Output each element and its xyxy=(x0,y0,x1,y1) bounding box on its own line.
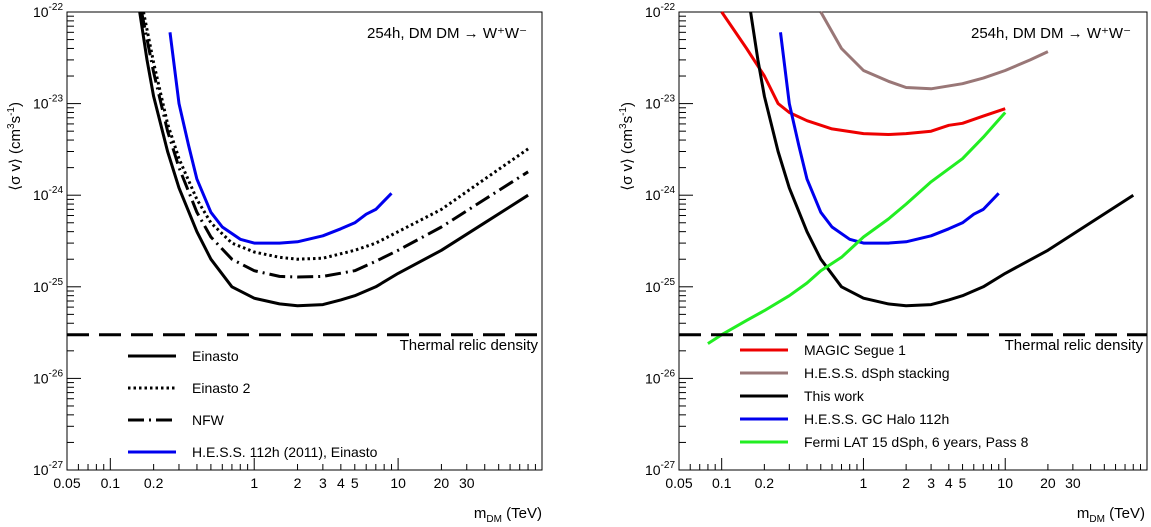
x-tick-label: 0.1 xyxy=(101,475,121,491)
panel-left: 0.05 0.1 0.2 1 2 3 4 5 10 20 30 10-27 10-26 10-25 10-2… xyxy=(6,2,543,525)
x-tick-label: 0.05 xyxy=(665,475,692,491)
series-line xyxy=(140,11,529,279)
x-tick-label: 10 xyxy=(997,475,1013,491)
y-tick-label: 10-25 xyxy=(33,277,63,295)
series-line xyxy=(779,32,1000,245)
legend-label: This work xyxy=(804,388,865,404)
series-line xyxy=(142,11,529,261)
legend-label: Einasto xyxy=(192,348,239,364)
y-tick-label: 10-24 xyxy=(33,185,63,203)
y-axis-label-left: ⟨σ v⟩ (cm3s-1) xyxy=(6,102,24,191)
legend-label: H.E.S.S. dSph stacking xyxy=(804,365,950,381)
axes-right: 0.05 0.1 0.2 1 2 3 4 5 10 20 30 10-27 10-26 10-25 10-2… xyxy=(645,2,1148,491)
y-axis-label-right: ⟨σ v⟩ (cm3s-1) xyxy=(618,102,636,191)
legend-label: H.E.S.S. GC Halo 112h xyxy=(804,411,949,427)
x-tick-label: 2 xyxy=(294,475,302,491)
series-line xyxy=(707,111,1007,345)
reference-label-left: Thermal relic density xyxy=(400,337,539,354)
x-tick-label: 2 xyxy=(902,475,910,491)
x-tick-label: 4 xyxy=(337,475,345,491)
x-tick-label: 1 xyxy=(250,475,258,491)
x-tick-label: 30 xyxy=(459,475,475,491)
series-group-right xyxy=(707,11,1135,345)
y-tick-label: 10-24 xyxy=(645,185,675,203)
x-axis-label-right: mDM (TeV) xyxy=(1077,505,1145,525)
x-tick-label: 20 xyxy=(1040,475,1056,491)
x-tick-label: 3 xyxy=(927,475,935,491)
series-line xyxy=(749,11,1135,308)
reference-label-right: Thermal relic density xyxy=(1005,337,1144,354)
x-tick-label: 5 xyxy=(959,475,967,491)
legend-left: Einasto Einasto 2 NFW H.E.S.S. 112h (2011),… xyxy=(128,348,378,460)
annotation-right: 254h, DM DM → W⁺W⁻ xyxy=(971,25,1131,42)
series-line xyxy=(720,11,1006,136)
y-tick-label: 10-23 xyxy=(33,94,63,112)
y-tick-label: 10-22 xyxy=(33,2,63,20)
y-tick-label: 10-27 xyxy=(645,460,675,478)
series-line xyxy=(138,11,529,308)
legend-label: Einasto 2 xyxy=(192,380,251,396)
x-tick-label: 1 xyxy=(860,475,868,491)
series-group-left xyxy=(138,11,529,308)
legend-right: MAGIC Segue 1 H.E.S.S. dSph stacking This … xyxy=(740,342,1029,450)
x-tick-label: 4 xyxy=(945,475,953,491)
series-line xyxy=(819,11,1049,91)
x-tick-label: 0.2 xyxy=(144,475,164,491)
x-tick-label: 20 xyxy=(434,475,450,491)
x-axis-label-left: mDM (TeV) xyxy=(474,505,542,525)
y-tick-label: 10-26 xyxy=(645,368,675,386)
series-line xyxy=(168,32,393,245)
y-tick-label: 10-25 xyxy=(645,277,675,295)
x-tick-label: 0.1 xyxy=(712,475,732,491)
axes-left: 0.05 0.1 0.2 1 2 3 4 5 10 20 30 10-27 10-26 10-25 10-2… xyxy=(33,2,543,491)
legend-label: MAGIC Segue 1 xyxy=(804,342,906,358)
y-tick-label: 10-22 xyxy=(645,2,675,20)
y-tick-label: 10-23 xyxy=(645,94,675,112)
x-tick-label: 0.05 xyxy=(53,475,80,491)
x-tick-label: 3 xyxy=(319,475,327,491)
y-tick-label: 10-27 xyxy=(33,460,63,478)
x-tick-label: 5 xyxy=(351,475,359,491)
panel-right: 0.05 0.1 0.2 1 2 3 4 5 10 20 30 10-27 10-26 10-25 10-2… xyxy=(618,2,1148,525)
x-tick-label: 0.2 xyxy=(755,475,775,491)
x-tick-label: 10 xyxy=(390,475,406,491)
legend-label: NFW xyxy=(192,412,225,428)
annotation-left: 254h, DM DM → W⁺W⁻ xyxy=(367,25,527,42)
x-tick-label: 30 xyxy=(1065,475,1081,491)
legend-label: H.E.S.S. 112h (2011), Einasto xyxy=(192,444,378,460)
legend-label: Fermi LAT 15 dSph, 6 years, Pass 8 xyxy=(804,434,1029,450)
y-tick-label: 10-26 xyxy=(33,368,63,386)
